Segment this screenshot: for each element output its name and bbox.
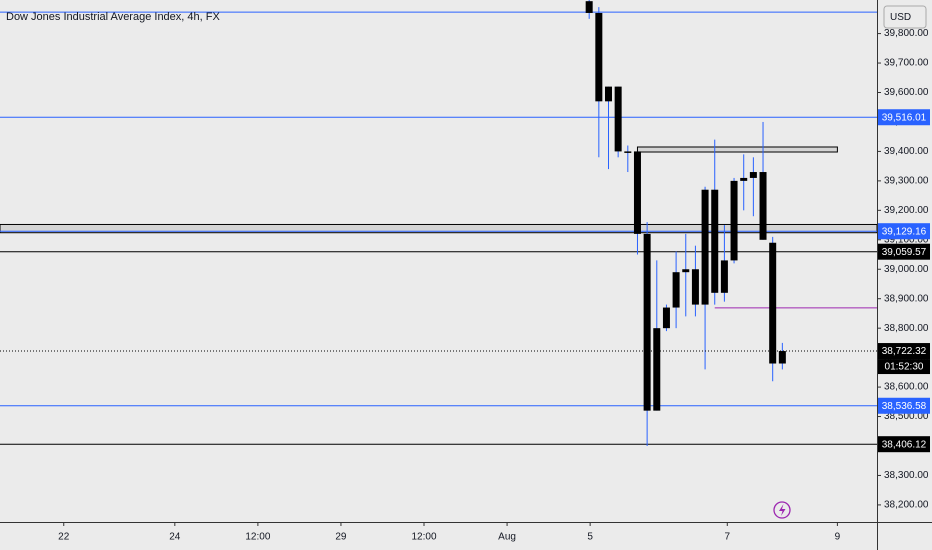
level-label-box <box>878 397 930 414</box>
y-tick-label: 38,800.00 <box>884 323 929 334</box>
x-tick-label: 29 <box>335 532 347 543</box>
candle-body <box>624 151 632 153</box>
y-tick-label: 39,100.00 <box>884 234 929 245</box>
candle-body <box>740 177 748 181</box>
candle-body <box>662 307 670 329</box>
y-tick-label: 39,700.00 <box>884 58 929 69</box>
candle-body <box>711 189 719 293</box>
candle-body <box>778 351 786 364</box>
alert-icon[interactable] <box>773 501 791 519</box>
candle-body <box>759 172 767 240</box>
level-label-box <box>878 243 930 260</box>
x-tick-label: 12:00 <box>245 532 270 543</box>
candle-body <box>595 12 603 102</box>
level-label-box <box>878 223 930 240</box>
level-label: 38,406.12 <box>882 439 927 450</box>
level-label-box <box>878 436 930 453</box>
candle-body <box>749 172 757 178</box>
candle-body <box>730 180 738 261</box>
y-tick-label: 39,800.00 <box>884 28 929 39</box>
level-label: 39,516.01 <box>882 112 927 123</box>
candle-body <box>691 269 699 305</box>
candle-body <box>614 86 622 152</box>
currency-label: USD <box>890 12 911 23</box>
x-tick-label: 12:00 <box>411 532 436 543</box>
candle-body <box>633 151 641 234</box>
countdown-box <box>878 359 930 375</box>
candle-body <box>720 260 728 293</box>
level-label-box <box>878 109 930 126</box>
candle-body <box>585 1 593 13</box>
last-price-label-box <box>878 343 930 360</box>
y-tick-label: 38,300.00 <box>884 470 929 481</box>
y-tick-label: 39,300.00 <box>884 176 929 187</box>
candle-body <box>769 242 777 364</box>
x-tick-label: 7 <box>725 532 731 543</box>
candle-body <box>672 272 680 308</box>
y-tick-label: 38,600.00 <box>884 382 929 393</box>
zone <box>636 146 838 153</box>
y-tick-label: 39,200.00 <box>884 205 929 216</box>
candle-body <box>643 233 651 411</box>
axes: 39,800.0039,700.0039,600.0039,500.0039,4… <box>58 28 930 543</box>
x-tick-label: 24 <box>169 532 181 543</box>
zone <box>0 223 877 234</box>
chart-title: Dow Jones Industrial Average Index, 4h, … <box>6 11 220 23</box>
countdown: 01:52:30 <box>885 362 924 373</box>
y-tick-label: 38,900.00 <box>884 293 929 304</box>
y-tick-label: 39,400.00 <box>884 146 929 157</box>
candle-body <box>701 189 709 305</box>
y-tick-label: 38,500.00 <box>884 411 929 422</box>
plot-area <box>0 0 877 446</box>
x-tick-label: 9 <box>835 532 841 543</box>
x-tick-label: 5 <box>587 532 593 543</box>
y-tick-label: 39,000.00 <box>884 264 929 275</box>
level-label: 39,059.57 <box>882 247 927 258</box>
candle-body <box>682 269 690 273</box>
level-label: 38,536.58 <box>882 401 927 412</box>
candle-body <box>604 86 612 102</box>
candle-body <box>653 328 661 411</box>
x-tick-label: 22 <box>58 532 70 543</box>
last-price-label: 38,722.32 <box>882 346 927 357</box>
currency-button[interactable] <box>883 5 927 29</box>
y-tick-label: 38,200.00 <box>884 500 929 511</box>
y-tick-label: 39,600.00 <box>884 87 929 98</box>
level-label: 39,129.16 <box>882 226 927 237</box>
lightning <box>779 504 786 516</box>
x-tick-label: Aug <box>498 532 516 543</box>
